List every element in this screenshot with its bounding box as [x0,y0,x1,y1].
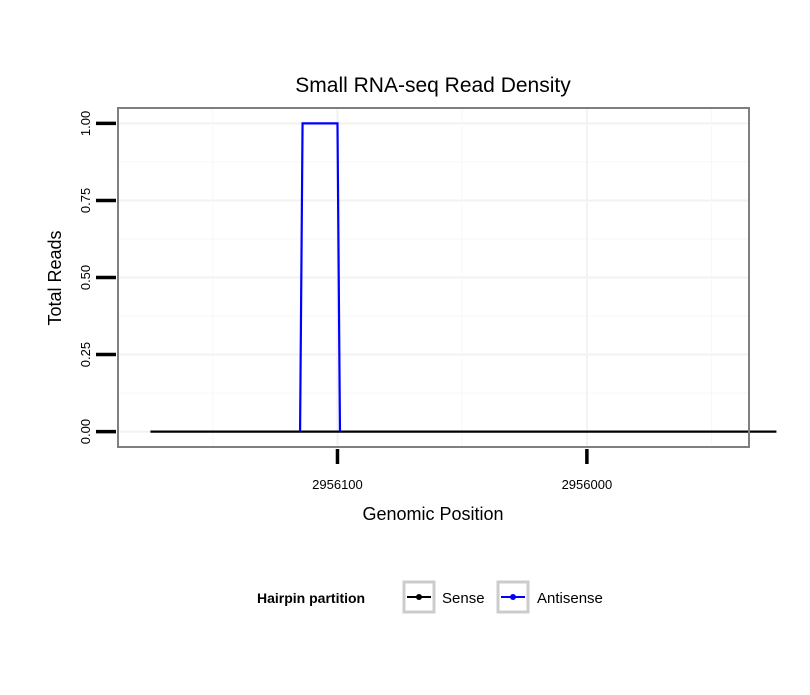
y-tick-label: 0.00 [78,419,93,444]
legend-label-sense: Sense [442,590,485,607]
legend-title: Hairpin partition [257,590,365,606]
axes-layer: 0.00 0.25 0.50 0.75 1.00 2956100 2956000 [78,111,612,492]
legend-label-antisense: Antisense [537,590,603,607]
series-layer [150,122,777,433]
y-tick-label: 1.00 [78,111,93,136]
x-tick-label: 2956000 [562,477,613,492]
y-tick-label: 0.50 [78,265,93,290]
series-line-antisense [298,122,342,432]
grid-layer [118,108,749,447]
plot-border [117,107,750,448]
y-tick-label: 0.75 [78,188,93,213]
legend-marker-sense [416,594,422,600]
chart-title: Small RNA-seq Read Density [295,74,571,97]
y-tick-label: 0.25 [78,342,93,367]
legend-marker-antisense [510,594,516,600]
x-axis-label: Genomic Position [362,504,503,524]
y-axis-label: Total Reads [45,230,65,325]
legend-item-sense: Sense [402,580,485,614]
legend: Hairpin partition Sense Antisense [257,580,603,614]
x-tick-label: 2956100 [312,477,363,492]
legend-item-antisense: Antisense [496,580,603,614]
